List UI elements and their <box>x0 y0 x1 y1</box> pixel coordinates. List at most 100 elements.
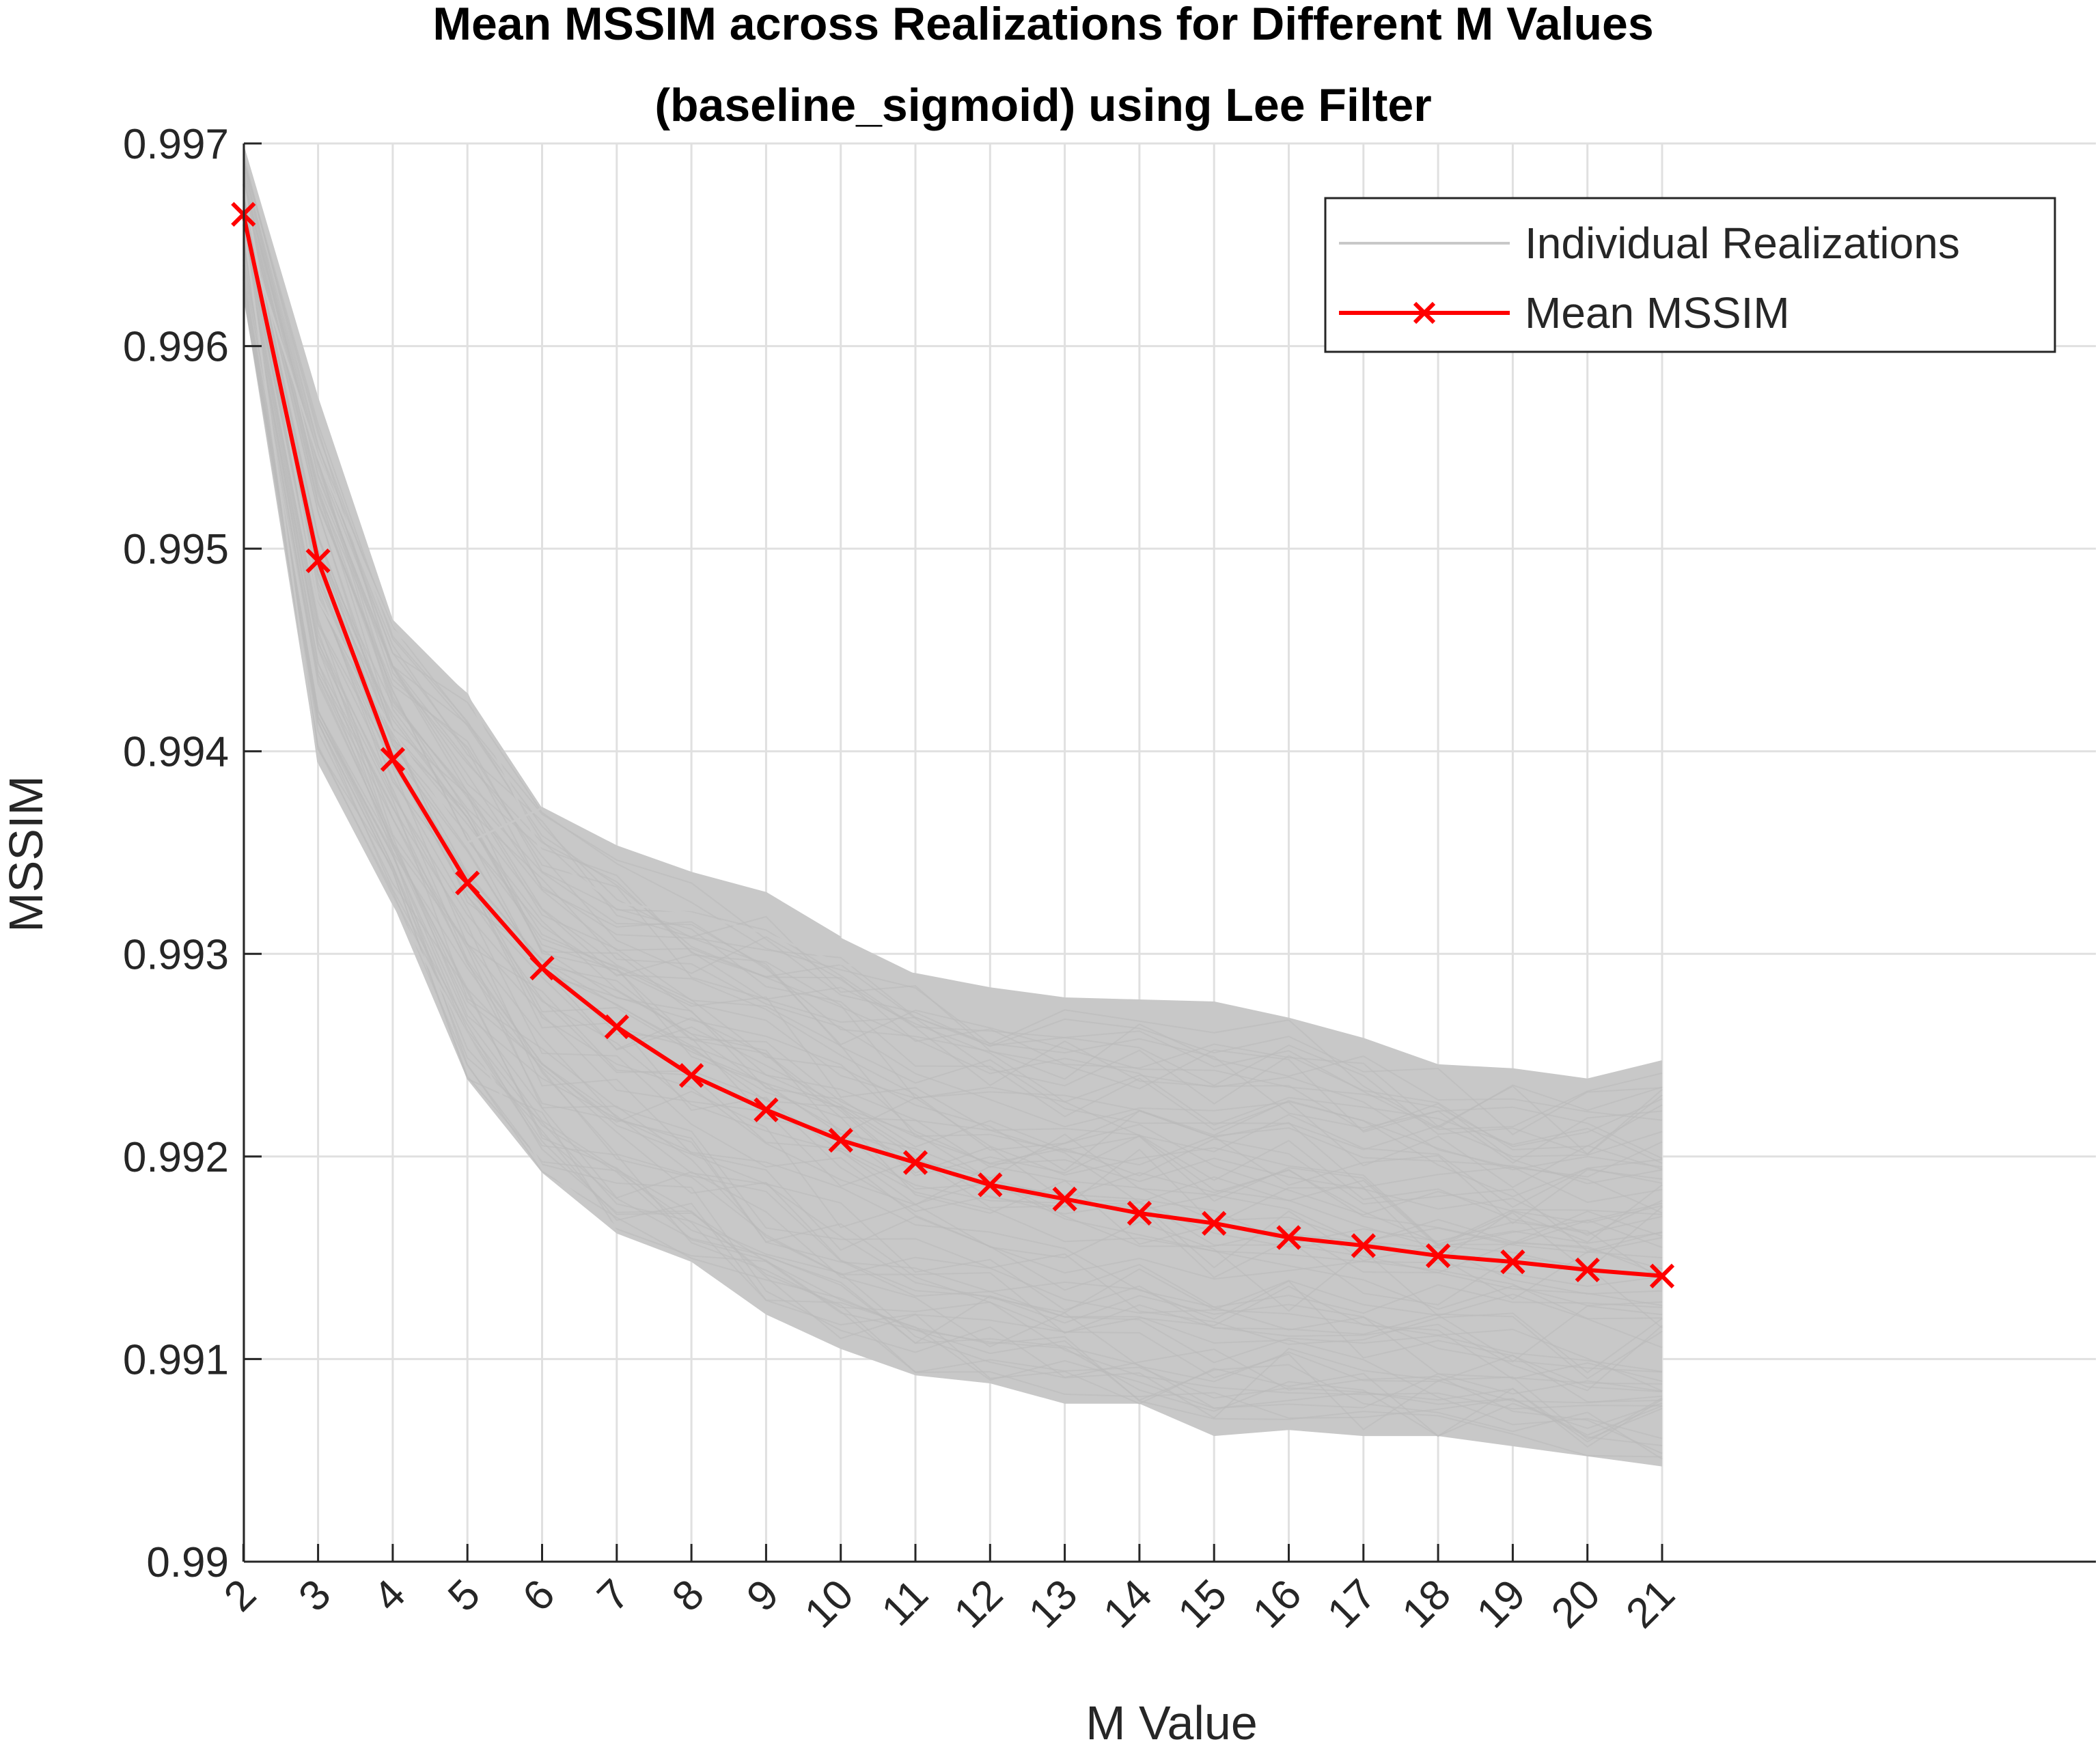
mean-mssim-marker <box>828 1128 853 1153</box>
realization-line <box>243 241 1663 1287</box>
realization-line <box>243 275 1663 1439</box>
realization-line <box>243 294 1663 1460</box>
mean-mssim-marker <box>978 1172 1003 1198</box>
mean-mssim-marker <box>455 870 480 896</box>
marker-stroke <box>380 747 406 772</box>
legend-mean-label: Mean MSSIM <box>1525 288 1790 337</box>
marker-stroke <box>1202 1211 1227 1236</box>
legend-mean-marker <box>1413 301 1436 324</box>
mean-mssim-marker <box>305 548 331 574</box>
y-tick-label: 0.995 <box>123 526 229 573</box>
realization-line <box>243 189 1663 1203</box>
marker-stroke <box>455 870 480 896</box>
realization-line <box>242 224 1663 1081</box>
realization-line <box>243 176 1663 1198</box>
realization-line <box>243 163 1663 1148</box>
realization-line <box>243 294 1663 1436</box>
realization-line <box>243 239 1663 1363</box>
mean-mssim-marker <box>1575 1257 1600 1283</box>
realization-line <box>243 281 1663 1410</box>
realization-line <box>243 203 1663 1281</box>
realization-line <box>243 209 1663 1243</box>
realization-line <box>243 180 1663 1159</box>
y-axis-label: MSSIM <box>0 775 53 932</box>
realization-line <box>243 230 1663 1310</box>
realization-line <box>243 264 1663 1372</box>
y-tick-label: 0.99 <box>146 1539 229 1586</box>
realization-line <box>243 184 1663 1208</box>
y-tick-label: 0.996 <box>123 324 229 371</box>
mean-mssim-marker <box>1649 1263 1675 1288</box>
chart-title-line1: Mean MSSIM across Realizations for Diffe… <box>432 0 1653 50</box>
realization-line <box>243 212 1663 1245</box>
marker-stroke <box>1500 1249 1525 1275</box>
realization-line <box>242 184 842 939</box>
realization-line <box>243 265 1663 1392</box>
mean-mssim-marker <box>1500 1249 1525 1275</box>
marker-stroke <box>1127 1200 1152 1226</box>
realization-line <box>243 279 1663 1409</box>
realization-line <box>243 227 1663 1320</box>
realization-line <box>243 210 1663 1247</box>
realization-line <box>243 277 1663 1403</box>
realization-line <box>243 181 1663 1178</box>
mean-mssim-marker <box>754 1097 779 1122</box>
realization-line <box>243 226 1663 1277</box>
legend: Individual Realizations Mean MSSIM <box>1324 197 2056 353</box>
marker-stroke <box>529 955 555 981</box>
legend-realizations-label: Individual Realizations <box>1525 219 1960 268</box>
mean-mssim-marker <box>1276 1225 1301 1250</box>
realization-line <box>243 171 1663 1121</box>
realization-line <box>243 224 1663 1306</box>
marker-stroke <box>678 1063 704 1088</box>
marker-stroke <box>754 1097 779 1122</box>
realization-line <box>243 260 1663 1385</box>
mean-mssim-line <box>241 214 1663 1278</box>
realization-line <box>243 279 1663 1448</box>
realization-line <box>243 242 1663 1380</box>
mean-mssim-marker <box>380 747 406 772</box>
marker-stroke <box>1649 1263 1675 1288</box>
y-tick-label: 0.992 <box>123 1134 229 1181</box>
y-tick-label: 0.997 <box>123 121 229 168</box>
realization-line <box>243 180 1663 1189</box>
realization-line <box>243 290 1663 1458</box>
y-tick-label: 0.993 <box>123 931 229 978</box>
realization-line <box>243 160 1663 1185</box>
mean-mssim-marker <box>678 1063 704 1088</box>
realization-line <box>243 165 1663 1135</box>
marker-stroke <box>305 548 331 574</box>
marker-stroke <box>978 1172 1003 1198</box>
mean-mssim-marker <box>604 1014 629 1040</box>
realization-line <box>243 283 1663 1440</box>
realization-line <box>242 224 618 1228</box>
marker-stroke <box>1351 1233 1376 1258</box>
marker-stroke <box>1575 1257 1600 1283</box>
realization-line <box>243 247 1663 1373</box>
mean-mssim-marker <box>1052 1187 1077 1212</box>
marker-stroke <box>1052 1187 1077 1212</box>
realization-line <box>243 205 1663 1272</box>
marker-stroke <box>1425 1243 1451 1269</box>
y-tick-label: 0.994 <box>123 729 229 776</box>
mean-mssim-marker <box>529 955 555 981</box>
legend-box <box>1324 197 2056 353</box>
mean-mssim-marker <box>1127 1200 1152 1226</box>
marker-stroke <box>902 1150 928 1175</box>
axes-layer <box>242 142 2096 1563</box>
realization-line <box>243 190 1663 1225</box>
mean-series-layer <box>231 202 1675 1288</box>
marker-stroke <box>828 1128 853 1153</box>
mean-mssim-marker <box>1425 1243 1451 1269</box>
realization-line <box>243 190 1663 1158</box>
realization-line <box>243 160 1663 1155</box>
realization-line <box>243 173 1663 1171</box>
realization-line <box>243 192 1663 1236</box>
mean-mssim-marker <box>902 1150 928 1175</box>
realization-line <box>243 238 1663 1374</box>
marker-stroke <box>1276 1225 1301 1250</box>
realization-line <box>243 197 1663 1214</box>
x-axis-label: M Value <box>1086 1696 1258 1750</box>
